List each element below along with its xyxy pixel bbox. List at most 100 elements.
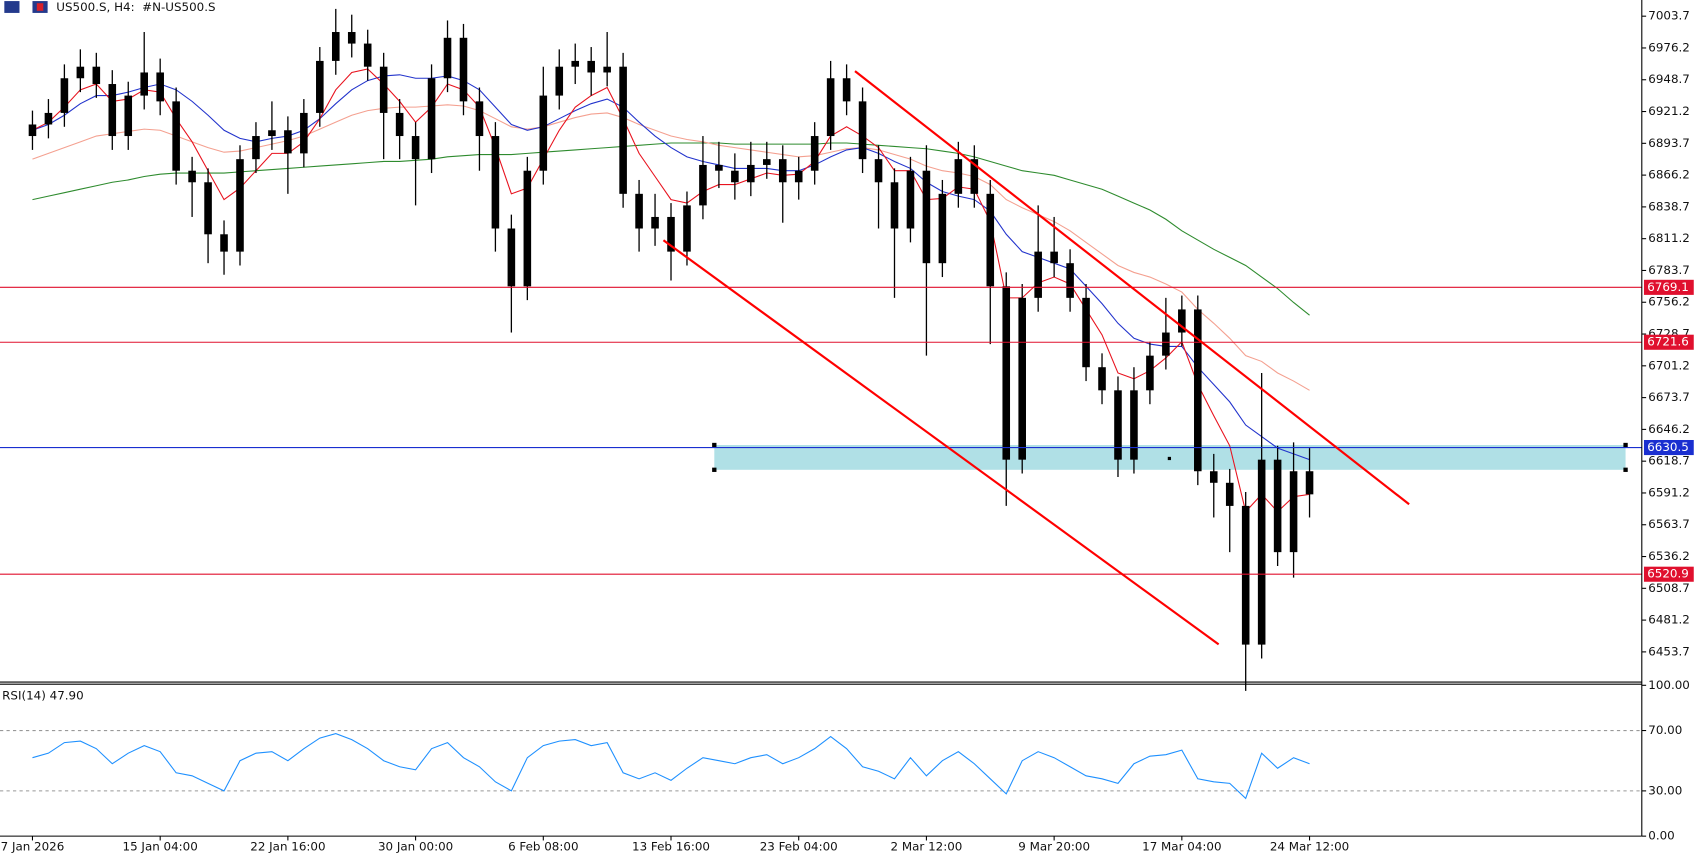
candle-body bbox=[731, 170, 739, 183]
candle-body bbox=[395, 112, 404, 137]
candle-body bbox=[635, 193, 643, 229]
price-level-box bbox=[1643, 566, 1694, 582]
candle-body bbox=[651, 216, 659, 229]
y-tick-label: 6646.2 bbox=[1648, 422, 1690, 436]
candle-body bbox=[858, 101, 867, 160]
candle-body bbox=[491, 136, 500, 229]
candle-body bbox=[204, 182, 212, 235]
x-tick-label: 17 Mar 04:00 bbox=[1142, 839, 1221, 853]
icon bbox=[36, 3, 44, 11]
candle-body bbox=[747, 164, 755, 183]
candle-body bbox=[76, 66, 85, 79]
candle-body bbox=[379, 66, 388, 113]
y-tick-label: 70.00 bbox=[1648, 723, 1682, 737]
price-level-box bbox=[1643, 279, 1694, 295]
candle-body bbox=[683, 205, 691, 252]
handle bbox=[712, 467, 717, 472]
candle-body bbox=[874, 159, 883, 183]
price-level-label: 6630.5 bbox=[1647, 440, 1689, 454]
y-tick-label: 100.00 bbox=[1648, 678, 1690, 692]
plot bbox=[0, 8, 1642, 800]
candle-body bbox=[507, 228, 516, 287]
candle-body bbox=[1082, 297, 1090, 368]
candle-body bbox=[1273, 459, 1282, 553]
candle-body bbox=[28, 124, 37, 137]
candle-body bbox=[842, 78, 851, 102]
y-tick-label: 6838.7 bbox=[1648, 199, 1690, 213]
candle-body bbox=[156, 72, 164, 102]
candle-body bbox=[763, 159, 771, 165]
candle-body bbox=[603, 66, 611, 73]
rsi-title: RSI(14) 47.90 bbox=[2, 689, 84, 703]
candle-body bbox=[188, 170, 196, 183]
candle-body bbox=[108, 84, 117, 137]
candle-body bbox=[44, 112, 53, 125]
candle-body bbox=[1225, 482, 1234, 506]
candle-body bbox=[906, 170, 915, 229]
candle-body bbox=[1098, 367, 1106, 391]
y-tick-label: 6948.7 bbox=[1648, 72, 1690, 86]
y-tick-label: 6508.7 bbox=[1648, 581, 1690, 595]
candle-body bbox=[571, 60, 580, 67]
candle-body bbox=[1114, 390, 1122, 460]
candle-body bbox=[970, 159, 979, 194]
y-tick-label: 6866.2 bbox=[1648, 168, 1690, 182]
candle-body bbox=[1209, 471, 1218, 483]
moving-average bbox=[32, 74, 1310, 461]
candle-body bbox=[938, 193, 947, 264]
candle-body bbox=[1066, 263, 1074, 298]
candle-body bbox=[1146, 355, 1154, 391]
trend-line bbox=[662, 239, 1220, 646]
y-tick-label: 6481.2 bbox=[1648, 613, 1690, 627]
candle-body bbox=[555, 66, 564, 96]
price-level-box bbox=[1643, 439, 1694, 456]
rsi-line bbox=[32, 732, 1310, 800]
candle-body bbox=[810, 136, 819, 171]
candle-body bbox=[619, 66, 627, 194]
candle-body bbox=[427, 78, 436, 160]
candle-body bbox=[1130, 390, 1138, 460]
candle-body bbox=[794, 170, 803, 183]
x-tick-label: 7 Jan 2026 bbox=[1, 839, 65, 853]
y-tick-label: 6453.7 bbox=[1648, 644, 1690, 658]
candle-body bbox=[252, 136, 260, 160]
y-tick-label: 30.00 bbox=[1648, 783, 1682, 797]
y-tick-label: 6673.7 bbox=[1648, 390, 1690, 404]
x-tick-label: 15 Jan 04:00 bbox=[123, 839, 198, 853]
candle-body bbox=[411, 136, 420, 160]
candle-body bbox=[60, 78, 69, 113]
x-tick-label: 9 Mar 20:00 bbox=[1018, 839, 1090, 853]
y-tick-label: 6756.2 bbox=[1648, 295, 1690, 309]
candle-body bbox=[475, 101, 484, 137]
candle-body bbox=[1162, 332, 1170, 356]
y-tick-label: 6893.7 bbox=[1648, 136, 1690, 150]
candle-body bbox=[172, 101, 180, 171]
candle-body bbox=[1002, 286, 1011, 460]
candle-body bbox=[1241, 505, 1250, 645]
x-tick-label: 22 Jan 16:00 bbox=[250, 839, 325, 853]
y-tick-label: 6811.2 bbox=[1648, 231, 1690, 245]
candle-body bbox=[363, 43, 372, 67]
candle-body bbox=[1305, 471, 1314, 495]
y-tick-label: 6921.2 bbox=[1648, 104, 1690, 118]
x-tick-label: 6 Feb 08:00 bbox=[508, 839, 578, 853]
candle-body bbox=[1257, 459, 1266, 645]
candle-body bbox=[986, 193, 995, 287]
candle-body bbox=[1178, 309, 1186, 333]
candle-body bbox=[587, 60, 595, 73]
candle-body bbox=[523, 170, 532, 287]
y-tick-label: 6618.7 bbox=[1648, 454, 1690, 468]
handle bbox=[1623, 467, 1628, 472]
candle-body bbox=[890, 182, 899, 229]
x-tick-label: 30 Jan 00:00 bbox=[378, 839, 453, 853]
price-level-label: 6769.1 bbox=[1647, 280, 1689, 294]
y-tick-label: 6591.2 bbox=[1648, 485, 1690, 499]
candle-body bbox=[826, 78, 835, 137]
y-tick-label: 6701.2 bbox=[1648, 358, 1690, 372]
price-level-box bbox=[1643, 334, 1694, 350]
y-tick-label: 0.00 bbox=[1648, 829, 1674, 843]
y-tick-label: 7003.7 bbox=[1648, 9, 1690, 23]
